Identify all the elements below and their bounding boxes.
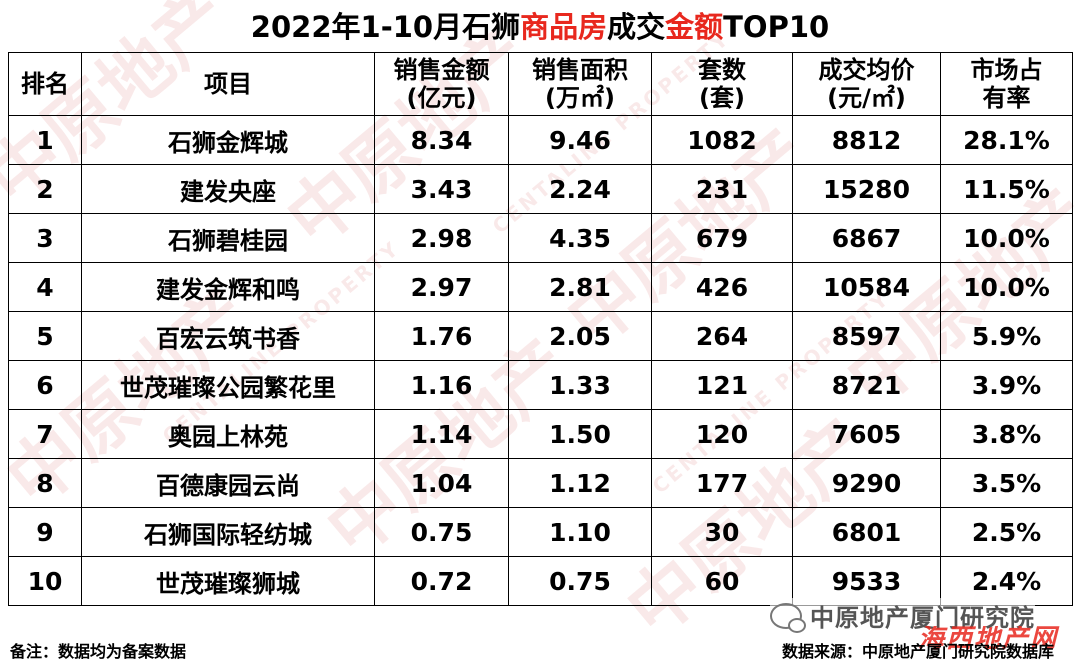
cell-amount: 8.34 — [374, 115, 509, 165]
cell-amount: 0.75 — [374, 507, 509, 557]
cell-project: 奥园上林苑 — [81, 409, 375, 459]
cell-units: 426 — [651, 262, 793, 312]
cell-share: 5.9% — [940, 311, 1073, 361]
cell-price: 6867 — [792, 213, 941, 263]
footer-note: 备注：数据均为备案数据 — [10, 642, 187, 661]
table-row: 9 石狮国际轻纺城 0.75 1.10 30 6801 2.5% — [8, 507, 1073, 557]
cell-price: 8812 — [792, 115, 941, 165]
cell-amount: 1.04 — [374, 458, 509, 508]
cell-units: 1082 — [651, 115, 793, 165]
cell-price: 15280 — [792, 164, 941, 214]
header-rank: 排名 — [8, 52, 82, 116]
header-amount: 销售金额 (亿元) — [374, 52, 509, 116]
cell-price: 8597 — [792, 311, 941, 361]
table-row: 2 建发央座 3.43 2.24 231 15280 11.5% — [8, 164, 1073, 214]
cell-share: 3.8% — [940, 409, 1073, 459]
cell-units: 177 — [651, 458, 793, 508]
cell-share: 3.5% — [940, 458, 1073, 508]
cell-project: 建发金辉和鸣 — [81, 262, 375, 312]
cell-units: 60 — [651, 556, 793, 606]
header-price: 成交均价 (元/㎡) — [792, 52, 941, 116]
table-row: 4 建发金辉和鸣 2.97 2.81 426 10584 10.0% — [8, 262, 1073, 312]
table-row: 10 世茂璀璨狮城 0.72 0.75 60 9533 2.4% — [8, 556, 1073, 606]
cell-rank: 10 — [8, 556, 82, 606]
cell-project: 百德康园云尚 — [81, 458, 375, 508]
cell-share: 10.0% — [940, 213, 1073, 263]
cell-area: 4.35 — [508, 213, 652, 263]
header-project: 项目 — [81, 52, 375, 116]
cell-price: 7605 — [792, 409, 941, 459]
cell-project: 世茂璀璨公园繁花里 — [81, 360, 375, 410]
cell-price: 10584 — [792, 262, 941, 312]
cell-amount: 1.16 — [374, 360, 509, 410]
cell-amount: 3.43 — [374, 164, 509, 214]
cell-units: 231 — [651, 164, 793, 214]
cell-project: 石狮国际轻纺城 — [81, 507, 375, 557]
cell-amount: 2.98 — [374, 213, 509, 263]
cell-area: 9.46 — [508, 115, 652, 165]
cell-rank: 3 — [8, 213, 82, 263]
cell-project: 石狮金辉城 — [81, 115, 375, 165]
cell-rank: 5 — [8, 311, 82, 361]
table-header-row: 排名 项目 销售金额 (亿元) 销售面积 (万㎡) 套数 (套) 成交均价 (元/㎡) … — [8, 52, 1073, 116]
cell-amount: 0.72 — [374, 556, 509, 606]
cell-rank: 7 — [8, 409, 82, 459]
cell-share: 3.9% — [940, 360, 1073, 410]
wechat-watermark: 中原地产厦门研究院 — [770, 598, 1035, 633]
cell-share: 28.1% — [940, 115, 1073, 165]
cell-rank: 1 — [8, 115, 82, 165]
header-share: 市场占 有率 — [940, 52, 1073, 116]
cell-price: 6801 — [792, 507, 941, 557]
cell-share: 10.0% — [940, 262, 1073, 312]
cell-project: 建发央座 — [81, 164, 375, 214]
cell-units: 264 — [651, 311, 793, 361]
header-area: 销售面积 (万㎡) — [508, 52, 652, 116]
cell-price: 8721 — [792, 360, 941, 410]
cell-units: 679 — [651, 213, 793, 263]
site-logo: 海西地产网 — [918, 626, 1059, 652]
table-row: 8 百德康园云尚 1.04 1.12 177 9290 3.5% — [8, 458, 1073, 508]
page-title: 2022年1-10月石狮商品房成交金额TOP10 — [250, 10, 830, 44]
cell-project: 石狮碧桂园 — [81, 213, 375, 263]
cell-share: 11.5% — [940, 164, 1073, 214]
table-row: 5 百宏云筑书香 1.76 2.05 264 8597 5.9% — [8, 311, 1073, 361]
cell-area: 2.81 — [508, 262, 652, 312]
cell-rank: 4 — [8, 262, 82, 312]
cell-area: 1.50 — [508, 409, 652, 459]
cell-area: 1.10 — [508, 507, 652, 557]
cell-price: 9290 — [792, 458, 941, 508]
cell-area: 1.33 — [508, 360, 652, 410]
cell-price: 9533 — [792, 556, 941, 606]
cell-units: 120 — [651, 409, 793, 459]
cell-rank: 9 — [8, 507, 82, 557]
cell-area: 2.24 — [508, 164, 652, 214]
header-units: 套数 (套) — [651, 52, 793, 116]
cell-amount: 1.14 — [374, 409, 509, 459]
cell-units: 30 — [651, 507, 793, 557]
table-row: 1 石狮金辉城 8.34 9.46 1082 8812 28.1% — [8, 115, 1073, 165]
ranking-table: 排名 项目 销售金额 (亿元) 销售面积 (万㎡) 套数 (套) 成交均价 (元/㎡) … — [8, 52, 1073, 606]
table-row: 3 石狮碧桂园 2.98 4.35 679 6867 10.0% — [8, 213, 1073, 263]
cell-share: 2.5% — [940, 507, 1073, 557]
cell-rank: 2 — [8, 164, 82, 214]
cell-rank: 6 — [8, 360, 82, 410]
cell-amount: 2.97 — [374, 262, 509, 312]
cell-area: 1.12 — [508, 458, 652, 508]
cell-area: 2.05 — [508, 311, 652, 361]
cell-rank: 8 — [8, 458, 82, 508]
cell-project: 百宏云筑书香 — [81, 311, 375, 361]
cell-amount: 1.76 — [374, 311, 509, 361]
cell-area: 0.75 — [508, 556, 652, 606]
table-row: 7 奥园上林苑 1.14 1.50 120 7605 3.8% — [8, 409, 1073, 459]
footer-source: 数据来源：中原地产厦门研究院数据库 — [781, 642, 1054, 661]
cell-units: 121 — [651, 360, 793, 410]
wechat-icon — [770, 602, 806, 633]
table-row: 6 世茂璀璨公园繁花里 1.16 1.33 121 8721 3.9% — [8, 360, 1073, 410]
cell-project: 世茂璀璨狮城 — [81, 556, 375, 606]
